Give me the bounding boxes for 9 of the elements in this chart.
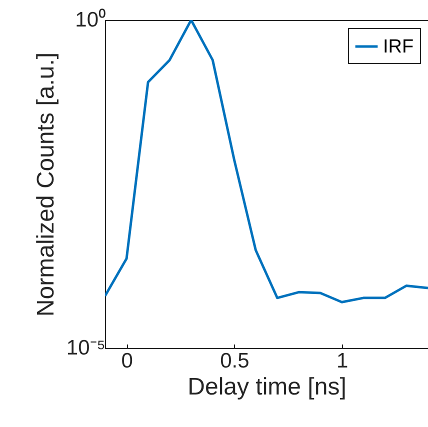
x-tick-label: 0 (121, 350, 133, 372)
x-axis-title: Delay time [ns] (188, 374, 346, 400)
y-axis-title: Normalized Counts [a.u.] (32, 52, 60, 317)
y-tick-label: 10⁰ (75, 8, 106, 32)
legend-label: IRF (383, 36, 414, 58)
y-tick-label: 10⁻⁵ (66, 336, 106, 360)
x-tick-label: 0.5 (220, 350, 250, 372)
x-tick-label: 1 (336, 350, 348, 372)
line-series (105, 20, 428, 304)
